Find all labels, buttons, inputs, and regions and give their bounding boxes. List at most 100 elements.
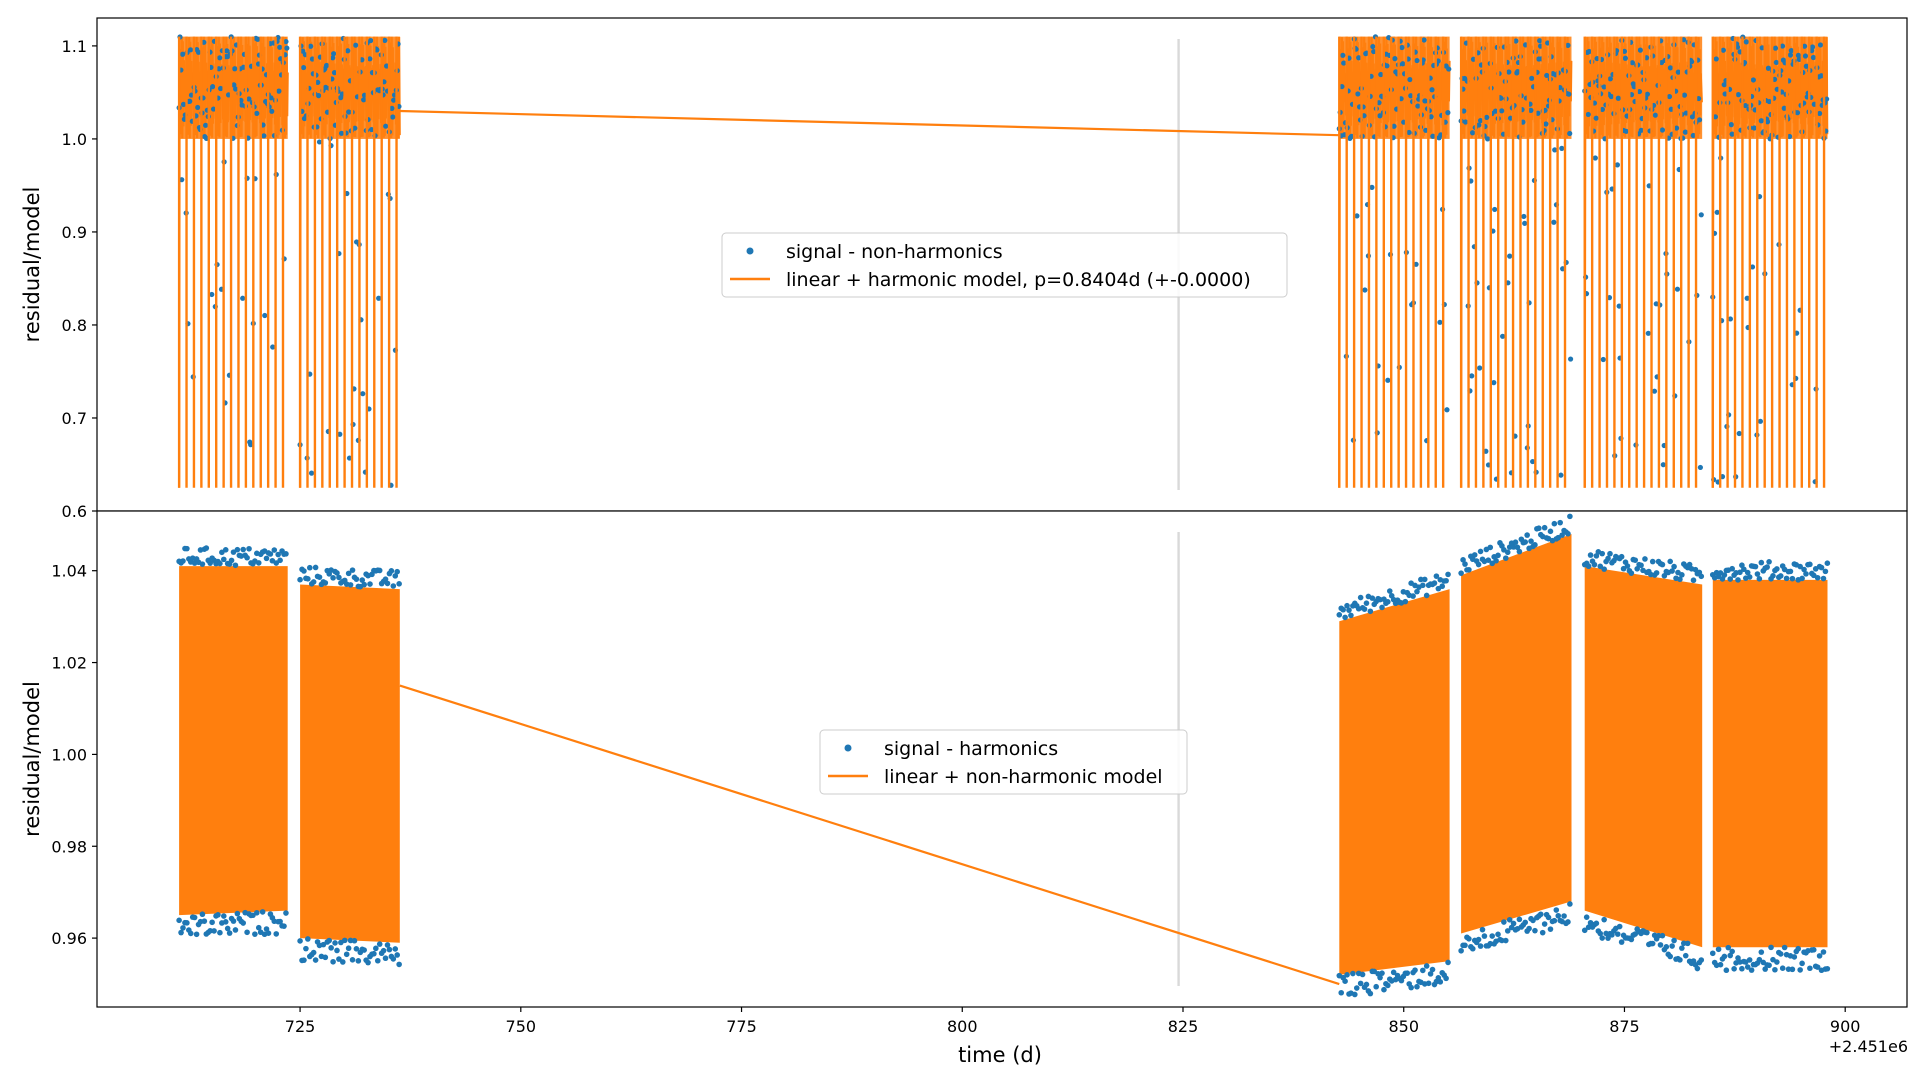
legend-entry-model: linear + non-harmonic model <box>884 766 1163 788</box>
signal-point <box>244 929 250 936</box>
signal-point <box>265 930 272 936</box>
signal-point <box>1674 286 1681 292</box>
signal-point <box>1340 52 1346 58</box>
signal-point <box>1585 111 1591 118</box>
signal-point <box>1469 373 1475 379</box>
signal-point <box>1698 573 1705 580</box>
signal-point <box>1751 125 1757 131</box>
signal-point <box>355 958 362 964</box>
signal-point <box>1499 108 1505 114</box>
signal-point <box>232 66 238 72</box>
signal-point <box>1350 970 1356 977</box>
signal-point <box>1581 927 1588 934</box>
signal-point <box>1667 953 1673 960</box>
signal-point <box>1591 561 1598 568</box>
signal-point <box>1651 388 1658 394</box>
signal-point <box>331 70 338 76</box>
signal-point <box>1443 975 1449 982</box>
signal-point <box>1686 561 1693 568</box>
x-tick-label: 725 <box>285 1017 316 1036</box>
signal-point <box>396 581 402 587</box>
signal-point <box>1479 926 1486 933</box>
signal-point <box>1741 566 1747 573</box>
signal-point <box>1529 75 1535 81</box>
signal-point <box>1637 47 1643 53</box>
signal-point <box>336 574 342 581</box>
signal-point <box>1694 965 1701 972</box>
signal-point <box>1754 571 1761 577</box>
signal-point <box>336 956 342 962</box>
signal-point <box>1466 935 1472 942</box>
signal-point <box>180 558 186 564</box>
signal-point <box>207 560 213 566</box>
signal-point <box>1408 984 1414 991</box>
signal-point <box>1737 569 1743 576</box>
signal-point <box>254 909 260 916</box>
signal-point <box>284 45 290 51</box>
y-tick-label: 0.9 <box>62 223 87 242</box>
signal-point <box>1502 937 1509 944</box>
signal-point <box>1781 944 1788 951</box>
signal-point <box>347 582 354 588</box>
signal-point <box>1801 566 1807 573</box>
signal-point <box>209 291 215 298</box>
signal-point <box>232 927 239 933</box>
signal-point <box>1376 100 1382 106</box>
signal-point <box>210 106 217 112</box>
signal-point <box>1618 939 1625 945</box>
signal-point <box>1481 933 1488 939</box>
signal-point <box>341 937 348 944</box>
y-axis-label: residual/model <box>20 187 44 343</box>
signal-point <box>1673 125 1680 131</box>
signal-point <box>1357 594 1364 601</box>
signal-point <box>1608 93 1614 100</box>
signal-point <box>1543 121 1549 127</box>
signal-point <box>1559 145 1565 151</box>
model-bridge-line <box>399 109 1340 137</box>
signal-point <box>331 51 337 57</box>
signal-point <box>1423 127 1429 133</box>
signal-point <box>1413 261 1419 267</box>
signal-point <box>1597 930 1604 937</box>
signal-point <box>269 108 275 114</box>
signal-point <box>1559 532 1565 538</box>
signal-point <box>1585 563 1592 570</box>
model-envelope <box>179 566 288 916</box>
signal-point <box>1423 963 1430 969</box>
signal-point <box>367 581 373 587</box>
signal-point <box>394 952 400 958</box>
signal-point <box>388 568 395 574</box>
signal-point <box>255 924 262 931</box>
signal-point <box>244 554 250 561</box>
signal-point <box>1565 919 1571 925</box>
y-axis-label: residual/model <box>20 681 44 837</box>
signal-point <box>1803 63 1809 69</box>
signal-point <box>1445 959 1451 966</box>
signal-point <box>1794 110 1801 116</box>
signal-point <box>1749 264 1756 270</box>
signal-point <box>1537 38 1543 44</box>
signal-point <box>1367 608 1374 615</box>
y-tick-label: 0.7 <box>62 409 87 428</box>
signal-point <box>376 295 382 301</box>
signal-point <box>1565 530 1571 537</box>
signal-point <box>392 573 399 579</box>
signal-point <box>338 130 345 136</box>
signal-point <box>1342 978 1348 984</box>
signal-point <box>1356 55 1362 61</box>
signal-point <box>1446 66 1452 72</box>
signal-point <box>1522 919 1529 926</box>
signal-point <box>1462 119 1469 125</box>
signal-point <box>1430 133 1436 139</box>
signal-point <box>1407 76 1413 83</box>
signal-point <box>1600 356 1606 363</box>
signal-point <box>220 913 227 919</box>
signal-point <box>308 470 315 476</box>
signal-point <box>1696 95 1702 102</box>
signal-point <box>1587 552 1594 558</box>
signal-point <box>1727 576 1734 582</box>
signal-point <box>1458 947 1464 954</box>
signal-point <box>187 98 193 104</box>
signal-point <box>1406 129 1412 136</box>
signal-point <box>1521 213 1527 220</box>
